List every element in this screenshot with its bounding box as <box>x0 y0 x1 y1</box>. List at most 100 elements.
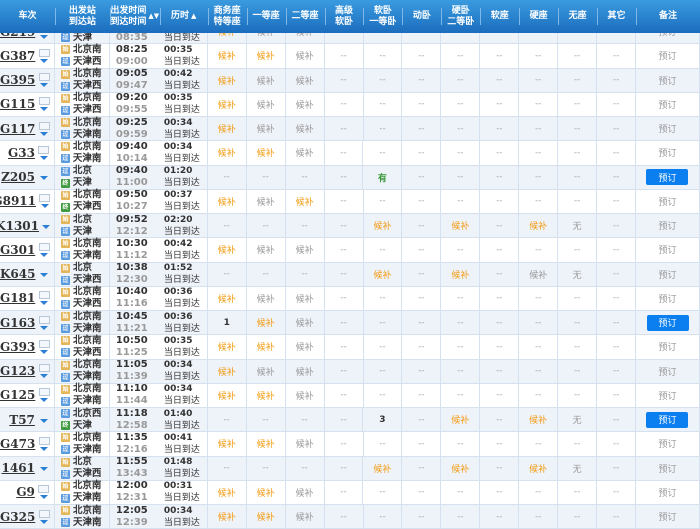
seat-availability[interactable]: 3 <box>379 414 386 425</box>
train-info-card-icon[interactable] <box>38 121 50 130</box>
expand-arrow-icon[interactable] <box>40 58 49 63</box>
seat-availability[interactable]: 候补 <box>217 125 236 136</box>
train-info-card-icon[interactable] <box>38 48 50 57</box>
seat-availability[interactable]: 无 <box>572 270 582 281</box>
seat-availability[interactable]: 候补 <box>529 464 548 475</box>
expand-arrow-icon[interactable] <box>39 176 48 181</box>
seat-availability[interactable]: 候补 <box>256 125 275 136</box>
train-info-card-icon[interactable] <box>38 145 50 154</box>
expand-arrow-icon[interactable] <box>39 495 48 500</box>
expand-arrow-icon[interactable] <box>40 131 49 136</box>
seat-availability[interactable]: 候补 <box>373 270 392 281</box>
seat-availability[interactable]: 候补 <box>217 246 236 257</box>
seat-availability[interactable]: 候补 <box>256 488 275 499</box>
train-number-link[interactable]: G473 <box>0 436 36 451</box>
seat-availability[interactable]: 候补 <box>295 246 314 257</box>
seat-availability[interactable]: 候补 <box>256 294 275 305</box>
expand-arrow-icon[interactable] <box>40 374 49 379</box>
expand-arrow-icon[interactable] <box>40 204 49 209</box>
expand-arrow-icon[interactable] <box>40 301 49 306</box>
seat-availability[interactable]: 候补 <box>295 125 314 136</box>
seat-availability[interactable]: 候补 <box>295 513 314 524</box>
train-info-card-icon[interactable] <box>38 291 50 300</box>
train-info-card-icon[interactable] <box>38 97 50 106</box>
seat-availability[interactable]: 候补 <box>217 513 236 524</box>
expand-arrow-icon[interactable] <box>42 224 50 229</box>
seat-availability[interactable]: 候补 <box>295 197 314 208</box>
seat-availability[interactable]: 候补 <box>295 100 314 111</box>
seat-availability[interactable]: 候补 <box>295 294 314 305</box>
seat-availability[interactable]: 候补 <box>256 76 275 87</box>
seat-availability[interactable]: 候补 <box>217 440 236 451</box>
expand-arrow-icon[interactable] <box>40 519 49 524</box>
seat-availability[interactable]: 候补 <box>256 28 275 39</box>
train-info-card-icon[interactable] <box>38 364 50 373</box>
expand-arrow-icon[interactable] <box>40 446 49 451</box>
seat-availability[interactable]: 候补 <box>256 391 275 402</box>
seat-availability[interactable]: 候补 <box>295 28 314 39</box>
expand-arrow-icon[interactable] <box>39 467 48 472</box>
expand-arrow-icon[interactable] <box>40 349 49 354</box>
seat-availability[interactable]: 候补 <box>451 270 470 281</box>
seat-availability[interactable]: 候补 <box>529 270 548 281</box>
seat-availability[interactable]: 候补 <box>295 149 314 160</box>
seat-availability[interactable]: 候补 <box>256 149 275 160</box>
train-info-card-icon[interactable] <box>38 388 50 397</box>
train-info-card-icon[interactable] <box>38 73 50 82</box>
book-button[interactable]: 预订 <box>646 314 689 331</box>
train-number-link[interactable]: G301 <box>0 242 36 257</box>
train-number-link[interactable]: G9 <box>16 485 35 500</box>
book-button[interactable]: 预订 <box>646 411 689 428</box>
seat-availability[interactable]: 候补 <box>256 319 275 330</box>
train-number-link[interactable]: G8911 <box>0 194 36 209</box>
seat-availability[interactable]: 候补 <box>256 367 275 378</box>
seat-availability[interactable]: 候补 <box>295 343 314 354</box>
seat-availability[interactable]: 候补 <box>217 52 236 63</box>
seat-availability[interactable]: 候补 <box>451 416 470 427</box>
seat-availability[interactable]: 候补 <box>217 391 236 402</box>
train-info-card-icon[interactable] <box>38 315 50 324</box>
seat-availability[interactable]: 候补 <box>256 52 275 63</box>
expand-arrow-icon[interactable] <box>39 155 48 160</box>
train-number-link[interactable]: G181 <box>0 291 36 306</box>
seat-availability[interactable]: 无 <box>572 222 582 233</box>
train-number-link[interactable]: G123 <box>0 364 36 379</box>
expand-arrow-icon[interactable] <box>40 83 49 88</box>
seat-availability[interactable]: 无 <box>572 416 582 427</box>
train-number-link[interactable]: G393 <box>0 339 36 354</box>
seat-availability[interactable]: 候补 <box>256 246 275 257</box>
seat-availability[interactable]: 无 <box>572 464 582 475</box>
expand-arrow-icon[interactable] <box>40 34 49 39</box>
seat-availability[interactable]: 1 <box>223 317 230 328</box>
seat-availability[interactable]: 候补 <box>256 100 275 111</box>
expand-arrow-icon[interactable] <box>40 398 49 403</box>
seat-availability[interactable]: 候补 <box>295 391 314 402</box>
seat-availability[interactable]: 候补 <box>217 149 236 160</box>
seat-availability[interactable]: 候补 <box>217 343 236 354</box>
seat-availability[interactable]: 候补 <box>217 367 236 378</box>
seat-availability[interactable]: 候补 <box>256 197 275 208</box>
seat-availability[interactable]: 候补 <box>529 416 548 427</box>
seat-availability[interactable]: 候补 <box>256 343 275 354</box>
seat-availability[interactable]: 候补 <box>451 222 470 233</box>
seat-availability[interactable]: 候补 <box>256 513 275 524</box>
seat-availability[interactable]: 候补 <box>217 294 236 305</box>
seat-availability[interactable]: 候补 <box>373 222 392 233</box>
train-info-card-icon[interactable] <box>38 509 50 518</box>
seat-availability[interactable]: 有 <box>377 173 387 184</box>
header-duration[interactable]: 历时 ▲ <box>159 0 208 33</box>
seat-availability[interactable]: 候补 <box>451 464 470 475</box>
expand-arrow-icon[interactable] <box>39 418 48 423</box>
train-number-link[interactable]: G387 <box>0 48 36 63</box>
seat-availability[interactable]: 候补 <box>256 440 275 451</box>
expand-arrow-icon[interactable] <box>40 252 49 257</box>
train-number-link[interactable]: G163 <box>0 315 36 330</box>
train-number-link[interactable]: G115 <box>0 97 36 112</box>
seat-availability[interactable]: 候补 <box>295 52 314 63</box>
train-number-link[interactable]: G117 <box>0 121 36 136</box>
header-times[interactable]: 出发时间 到达时间 ▲▼ <box>109 0 160 33</box>
expand-arrow-icon[interactable] <box>40 325 49 330</box>
book-button[interactable]: 预订 <box>646 169 689 186</box>
seat-availability[interactable]: 候补 <box>295 367 314 378</box>
train-info-card-icon[interactable] <box>38 339 50 348</box>
